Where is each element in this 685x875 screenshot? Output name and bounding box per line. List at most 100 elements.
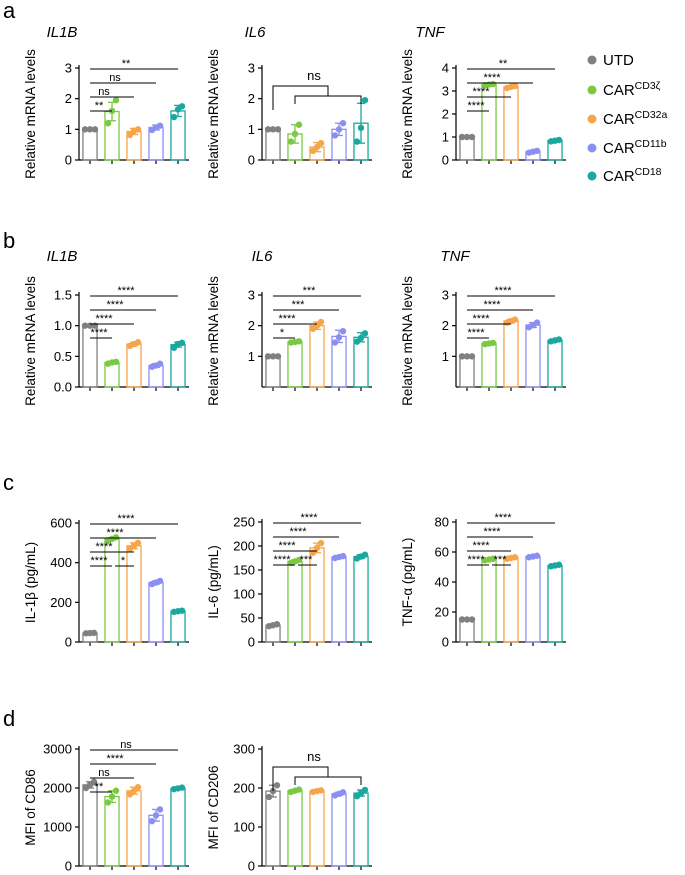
- data-point: [134, 539, 142, 547]
- y-tick-label: 50: [241, 611, 255, 626]
- legend-item-utd: UTD: [587, 52, 634, 69]
- data-point: [313, 544, 321, 552]
- legend-swatch: [587, 143, 597, 153]
- y-axis-label: IL-6 (pg/mL): [206, 545, 221, 619]
- significance-label: ****: [117, 513, 135, 525]
- y-tick-label: 2: [248, 318, 255, 333]
- y-axis-label: MFI of CD206: [206, 765, 221, 849]
- y-tick-label: 40: [435, 575, 449, 590]
- group-bracket-outer: [272, 85, 329, 110]
- bar-cd3z: [287, 790, 303, 867]
- data-point: [81, 322, 89, 329]
- significance-label: ****: [483, 72, 501, 84]
- data-point: [361, 551, 369, 558]
- data-point: [274, 353, 282, 360]
- y-tick-label: 200: [50, 595, 72, 610]
- data-point: [463, 353, 471, 360]
- y-axis-label: Relative mRNA levels: [23, 49, 38, 179]
- data-point: [331, 339, 339, 346]
- chart-d2: MFI of CD206 0 100 200 300 ns: [206, 742, 372, 874]
- significance-label: ****: [90, 555, 108, 567]
- y-axis-label: Relative mRNA levels: [400, 49, 415, 179]
- data-point: [90, 629, 98, 637]
- significance-label: ****: [467, 100, 485, 112]
- data-point: [533, 552, 541, 559]
- significance-label: **: [499, 58, 508, 70]
- significance-label: ****: [472, 313, 490, 325]
- chart-title: IL1B: [47, 248, 78, 265]
- significance-label: ns: [98, 767, 110, 779]
- data-point: [331, 132, 339, 139]
- bar-cd18: [170, 610, 186, 643]
- bar-utd: [459, 618, 475, 643]
- y-tick-label: 1.0: [54, 318, 72, 333]
- data-point: [178, 339, 186, 347]
- y-tick-label: 0: [65, 153, 72, 168]
- data-point: [134, 784, 142, 791]
- significance-label: ****: [278, 540, 296, 552]
- y-tick-label: 3: [442, 288, 449, 303]
- data-point: [269, 126, 277, 133]
- significance-label: *: [280, 327, 285, 339]
- data-point: [273, 782, 281, 789]
- data-point: [156, 806, 164, 813]
- data-point: [339, 327, 347, 335]
- bar-cd3z: [481, 342, 497, 388]
- data-point: [458, 353, 466, 360]
- group-bracket-inner: [294, 95, 362, 104]
- significance-label: ***: [292, 299, 306, 311]
- group-bracket-outer: [272, 766, 329, 791]
- panel-letter-c: c: [3, 470, 14, 495]
- legend-label: CAR: [603, 82, 635, 99]
- bar-utd: [265, 790, 281, 867]
- chart-d1: MFI of CD86 0 1000 2000 3000 ns **** ns **: [23, 739, 189, 874]
- significance-label: ****: [90, 327, 108, 339]
- data-point: [291, 130, 299, 138]
- y-tick-label: 400: [50, 555, 72, 570]
- bar-cd32a: [503, 320, 519, 388]
- y-tick-label: 20: [435, 605, 449, 620]
- bar-cd11b: [525, 324, 541, 388]
- significance-label: ****: [106, 299, 124, 311]
- y-tick-label: 600: [50, 516, 72, 531]
- legend: UTD CARCD3ζ CARCD32a CARCD11b CARCD18: [587, 52, 668, 185]
- legend-label: CAR: [603, 168, 635, 185]
- legend-item-cd32a: CARCD32a: [587, 109, 668, 128]
- y-tick-label: 1: [65, 122, 72, 137]
- data-point: [489, 339, 497, 347]
- data-point: [274, 126, 282, 133]
- significance-label: ns: [109, 72, 121, 84]
- bar-cd18: [353, 336, 369, 388]
- bar-cd3z: [104, 795, 120, 867]
- y-tick-label: 0: [248, 635, 255, 650]
- bar-cd32a: [503, 557, 519, 643]
- chart-title: IL6: [252, 248, 274, 265]
- data-point: [108, 793, 116, 800]
- data-point: [90, 778, 98, 785]
- data-point: [265, 793, 273, 801]
- data-point: [489, 555, 497, 562]
- data-point: [463, 133, 471, 141]
- data-point: [104, 799, 112, 806]
- bar-cd32a: [126, 545, 142, 643]
- data-point: [468, 133, 476, 141]
- significance-label: **: [95, 100, 104, 112]
- data-point: [126, 131, 134, 139]
- significance-label: ****: [467, 327, 485, 339]
- bar-utd: [459, 136, 475, 161]
- y-axis-label: TNF-α (pg/mL): [400, 538, 415, 627]
- significance-label: ****: [483, 526, 501, 538]
- data-point: [555, 136, 563, 144]
- significance-label: ns: [98, 86, 110, 98]
- significance-label: ***: [303, 285, 317, 297]
- bar-cd18: [353, 792, 369, 867]
- data-point: [112, 97, 120, 104]
- svg-text:CARCD11b: CARCD11b: [603, 138, 667, 157]
- y-tick-label: 3: [442, 84, 449, 99]
- data-point: [468, 353, 476, 360]
- data-point: [264, 353, 272, 360]
- data-point: [357, 334, 365, 342]
